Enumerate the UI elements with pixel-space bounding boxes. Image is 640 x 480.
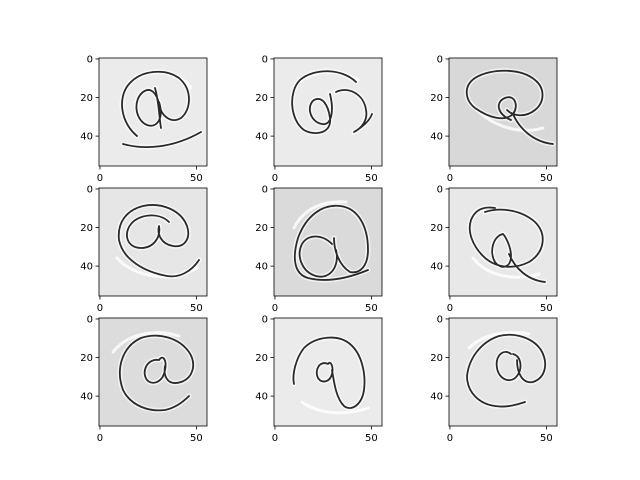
x-tick-label: 0 xyxy=(447,303,453,314)
x-tick-label: 50 xyxy=(190,303,203,314)
y-tick-label: 0 xyxy=(87,314,93,325)
x-tick-label: 0 xyxy=(272,173,278,184)
ghost-stroke xyxy=(111,331,181,354)
y-tick-label: 20 xyxy=(80,353,93,364)
x-tick-label: 50 xyxy=(190,433,203,444)
axes-frame xyxy=(98,187,208,297)
ghost-stroke xyxy=(300,400,370,415)
y-tick-label: 40 xyxy=(430,132,443,143)
axes-frame xyxy=(448,187,558,297)
y-tick-label: 20 xyxy=(80,93,93,104)
image-panel-6: 0 20 40 0 50 xyxy=(430,184,558,314)
y-tick-label: 40 xyxy=(80,392,93,403)
handwritten-at-symbol xyxy=(468,206,546,283)
handwritten-at-symbol xyxy=(119,334,195,412)
y-tick-label: 20 xyxy=(430,223,443,234)
panel-image-background xyxy=(449,188,557,296)
axes-frame xyxy=(273,187,383,297)
image-panel-5: 0 20 40 0 50 xyxy=(255,184,383,314)
y-tick-label: 20 xyxy=(255,223,268,234)
y-tick-label: 40 xyxy=(255,132,268,143)
ghost-stroke xyxy=(467,331,531,350)
handwritten-at-symbol xyxy=(291,70,373,134)
x-tick-label: 0 xyxy=(97,433,103,444)
handwritten-at-symbol xyxy=(293,204,369,281)
y-tick-label: 40 xyxy=(430,392,443,403)
y-tick-label: 0 xyxy=(262,314,268,325)
axes-frame xyxy=(98,57,208,167)
x-tick-label: 50 xyxy=(540,173,553,184)
axes-frame xyxy=(273,317,383,427)
x-tick-label: 50 xyxy=(365,303,378,314)
y-tick-label: 0 xyxy=(87,54,93,65)
y-tick-label: 20 xyxy=(430,93,443,104)
y-tick-label: 40 xyxy=(80,262,93,273)
x-tick-label: 0 xyxy=(272,303,278,314)
handwritten-at-symbol xyxy=(292,336,366,409)
y-tick-label: 40 xyxy=(255,262,268,273)
y-tick-label: 40 xyxy=(430,262,443,273)
y-tick-label: 0 xyxy=(437,314,443,325)
x-tick-label: 50 xyxy=(540,303,553,314)
x-tick-label: 0 xyxy=(97,303,103,314)
handwritten-at-symbol xyxy=(121,70,202,148)
y-tick-label: 40 xyxy=(80,132,93,143)
handwritten-at-symbol xyxy=(466,333,547,408)
axes-frame xyxy=(448,317,558,427)
x-tick-label: 0 xyxy=(447,173,453,184)
y-tick-label: 20 xyxy=(255,353,268,364)
axes-frame xyxy=(98,317,208,427)
x-tick-label: 0 xyxy=(447,433,453,444)
image-panel-3: 0 20 40 0 50 xyxy=(430,54,558,184)
handwritten-at-symbol xyxy=(465,69,554,145)
x-tick-label: 50 xyxy=(365,173,378,184)
x-tick-label: 0 xyxy=(272,433,278,444)
axes-frame xyxy=(273,57,383,167)
y-tick-label: 20 xyxy=(80,223,93,234)
image-panel-8: 0 20 40 0 50 xyxy=(255,314,383,444)
image-panel-4: 0 20 40 0 50 xyxy=(80,184,208,314)
y-tick-label: 0 xyxy=(437,184,443,195)
x-tick-label: 0 xyxy=(97,173,103,184)
x-tick-label: 50 xyxy=(190,173,203,184)
y-tick-label: 0 xyxy=(262,54,268,65)
x-tick-label: 50 xyxy=(365,433,378,444)
image-panel-9: 0 20 40 0 50 xyxy=(430,314,558,444)
image-panel-2: 0 20 40 0 50 xyxy=(255,54,383,184)
y-tick-label: 20 xyxy=(255,93,268,104)
handwritten-at-symbol xyxy=(117,204,200,278)
panels-grid: 0 20 40 0 50 0 20 40 0 50 0 20 40 0 50 0 20 40 0 50 0 20 40 0 50… xyxy=(80,54,558,444)
x-tick-label: 50 xyxy=(540,433,553,444)
axes-frame xyxy=(448,57,558,167)
y-tick-label: 20 xyxy=(430,353,443,364)
image-panel-1: 0 20 40 0 50 xyxy=(80,54,208,184)
y-tick-label: 0 xyxy=(262,184,268,195)
ghost-stroke xyxy=(292,200,348,230)
image-panel-7: 0 20 40 0 50 xyxy=(80,314,208,444)
y-tick-label: 40 xyxy=(255,392,268,403)
y-tick-label: 0 xyxy=(87,184,93,195)
y-tick-label: 0 xyxy=(437,54,443,65)
